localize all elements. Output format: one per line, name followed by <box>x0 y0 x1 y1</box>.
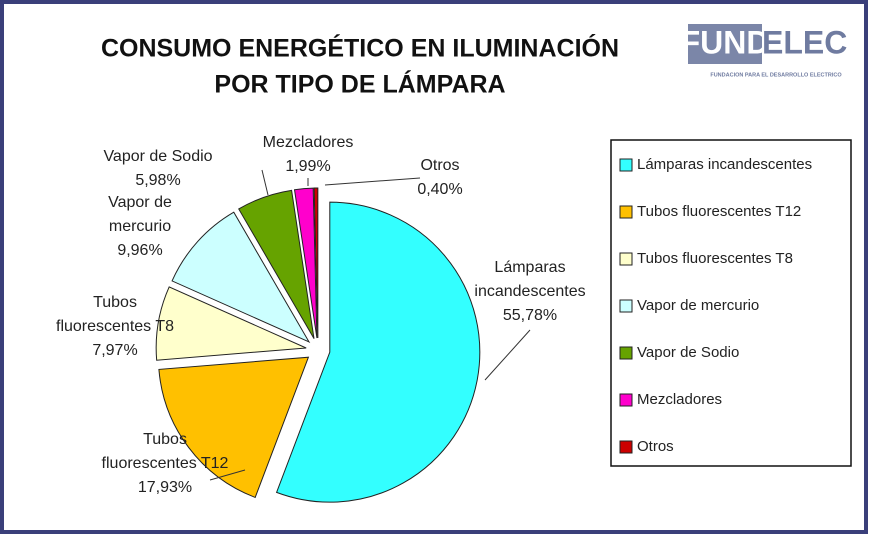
leader-line <box>484 329 531 381</box>
legend-swatch <box>619 252 633 266</box>
pie-slice <box>313 187 319 339</box>
leader-line <box>261 169 269 196</box>
data-label-line: fluorescentes T8 <box>56 318 174 335</box>
legend-label: Vapor de mercurio <box>637 297 759 314</box>
leader-line <box>209 469 246 481</box>
data-label-line: Tubos <box>143 431 187 448</box>
logo-text: ELEC <box>762 24 847 60</box>
logo-box <box>688 24 762 64</box>
legend-label: Lámparas incandescentes <box>637 156 812 173</box>
data-label-line: incandescentes <box>474 283 585 300</box>
pie-slice <box>171 211 311 344</box>
data-label: Mezcladores <box>263 134 354 151</box>
data-label-value: 17,93% <box>138 479 192 496</box>
data-label-line: Mezcladores <box>263 134 354 151</box>
legend-swatch <box>619 205 633 219</box>
data-label-line: Lámparas <box>494 259 565 276</box>
chart-title: POR TIPO DE LÁMPARA <box>214 70 505 99</box>
legend-label: Mezcladores <box>637 391 722 408</box>
data-label: Vapor de mercurio <box>108 194 172 235</box>
data-label: Tubos fluorescentes T12 <box>102 431 229 472</box>
data-label: Lámparas incandescentes <box>474 259 585 300</box>
legend-swatch <box>619 158 633 172</box>
leader-lines <box>209 169 531 481</box>
data-label-line: Vapor de Sodio <box>103 148 212 165</box>
data-label-value: 0,40% <box>417 181 462 198</box>
data-label-line: Tubos <box>93 294 137 311</box>
legend-box <box>610 139 852 467</box>
pie-slice <box>275 201 481 503</box>
data-label: Otros <box>420 157 459 174</box>
data-label-value: 55,78% <box>503 307 557 324</box>
legend-swatch <box>619 440 633 454</box>
data-label-value: 9,96% <box>117 242 162 259</box>
legend-swatch <box>619 346 633 360</box>
data-label-value: 1,99% <box>285 158 330 175</box>
pie-slice <box>158 356 310 499</box>
data-label-value: 5,98% <box>135 172 180 189</box>
legend-label: Tubos fluorescentes T12 <box>637 203 801 220</box>
leader-line <box>324 177 421 186</box>
legend-label: Vapor de Sodio <box>637 344 739 361</box>
data-label: Vapor de Sodio <box>103 148 212 165</box>
legend-swatch <box>619 299 633 313</box>
data-label-line: Vapor de <box>108 194 172 211</box>
chart-title: CONSUMO ENERGÉTICO EN ILUMINACIÓN <box>101 33 619 63</box>
data-label: Tubos fluorescentes T8 <box>56 294 174 335</box>
data-label-line: mercurio <box>109 218 171 235</box>
legend-label: Tubos fluorescentes T8 <box>637 250 793 267</box>
legend-swatch <box>619 393 633 407</box>
logo-tagline: FUNDACION PARA EL DESARROLLO ELECTRICO <box>710 72 842 78</box>
pie-slice <box>155 286 307 361</box>
data-label-line: fluorescentes T12 <box>102 455 229 472</box>
pie-slice <box>238 189 315 339</box>
pie-slice <box>293 187 318 339</box>
logo-text: FUND <box>681 24 770 60</box>
data-label-value: 7,97% <box>92 342 137 359</box>
data-label-line: Otros <box>420 157 459 174</box>
legend-label: Otros <box>637 438 674 455</box>
